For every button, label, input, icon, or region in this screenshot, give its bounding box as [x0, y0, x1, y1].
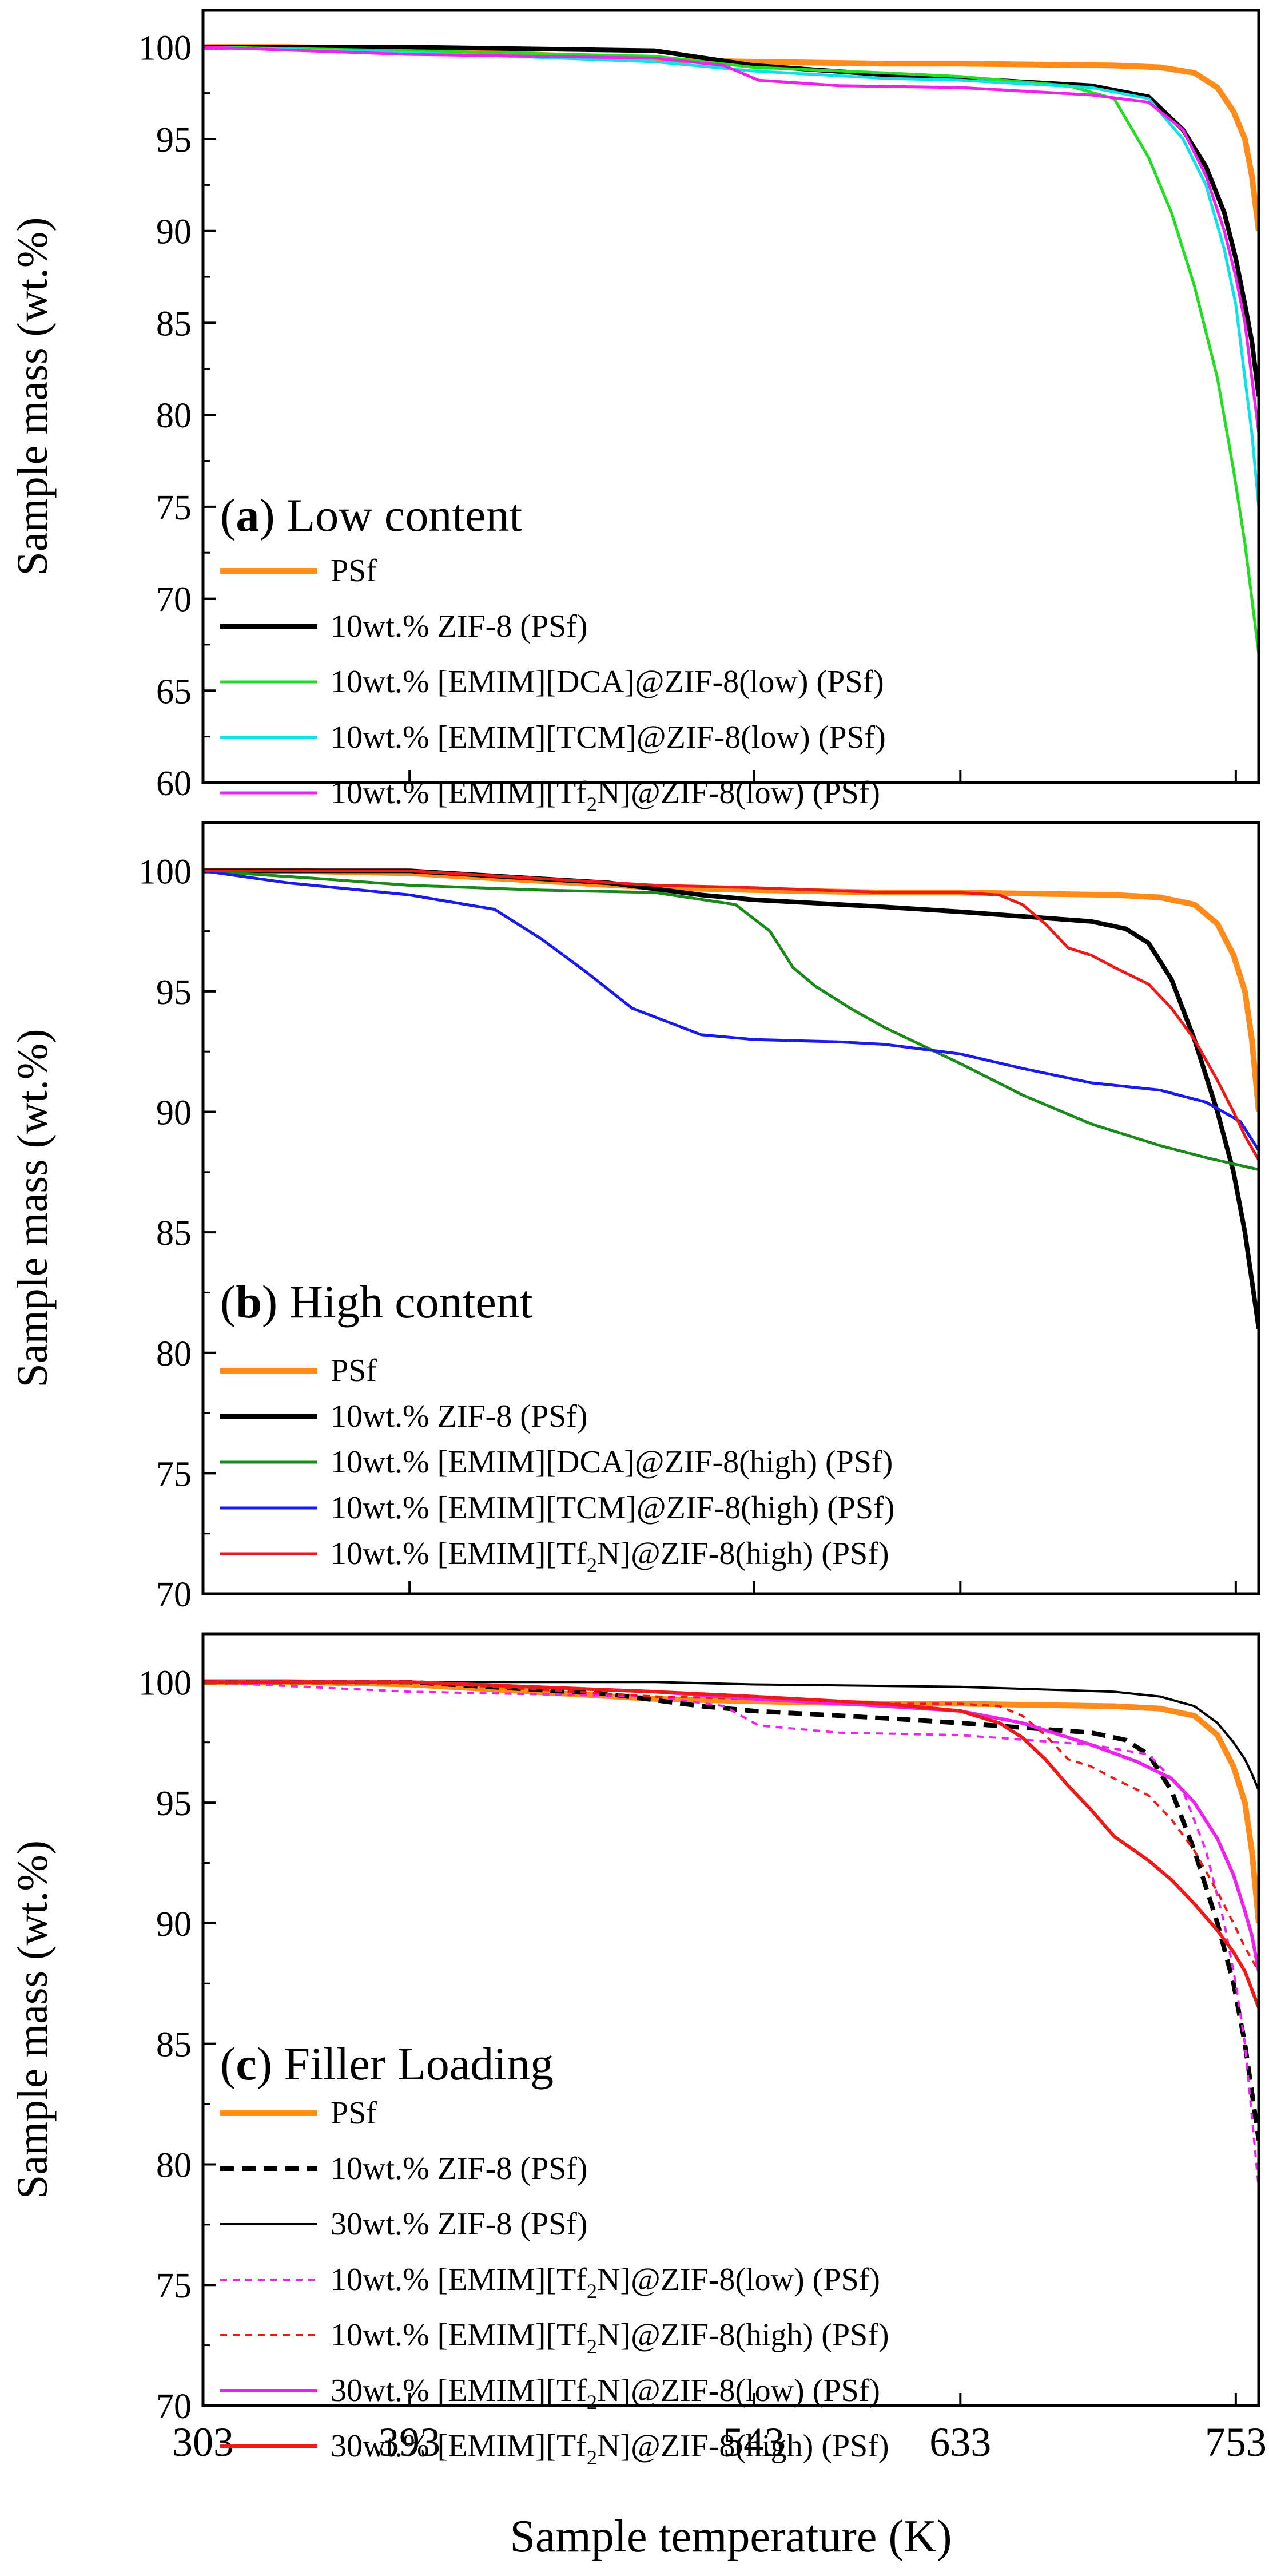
series-group: [203, 1679, 1259, 2189]
plot-frame: [201, 1632, 1260, 2407]
plot-frame: [201, 9, 1260, 784]
y-axis-label: Sample mass (wt.%): [9, 1840, 57, 2199]
y-tick-label: 80: [156, 2146, 192, 2185]
legend-label: 30wt.% [EMIM][Tf2N]@ZIF-8(low) (PSf): [331, 2373, 880, 2414]
series-line-2: [203, 1680, 1259, 2141]
legend-label: 30wt.% ZIF-8 (PSf): [331, 2206, 588, 2242]
x-tick-label: 543: [723, 2419, 785, 2465]
series-line-7: [203, 1680, 1259, 2009]
series-group: [203, 868, 1259, 1329]
panel-c: 70 75 80 85 90 95 100 303 393 543 633 753 Sample mas…: [9, 1632, 1267, 2562]
y-tick-label: 75: [156, 489, 192, 527]
y-tick-label: 70: [156, 1575, 192, 1614]
y-axis-label: Sample mass (wt.%): [9, 1029, 57, 1388]
series-line-3: [203, 869, 1259, 1172]
series-line-3: [203, 45, 1259, 654]
legend-label: PSf: [331, 553, 377, 589]
x-tick-label: 753: [1205, 2419, 1267, 2465]
y-tick-label: 100: [138, 29, 192, 68]
y-tick-label: 70: [156, 2387, 192, 2426]
legend-label: 10wt.% [EMIM][Tf2N]@ZIF-8(low) (PSf): [331, 2262, 880, 2303]
y-tick-label: 80: [156, 396, 192, 435]
series-line-5: [203, 869, 1259, 1161]
series-line-6: [203, 1680, 1259, 1972]
series-line-4: [203, 45, 1259, 507]
y-tick-label: 80: [156, 1335, 192, 1374]
legend-label: 30wt.% [EMIM][Tf2N]@ZIF-8(high) (PSf): [331, 2428, 889, 2469]
y-tick-label: 75: [156, 2267, 192, 2305]
series-line-4: [203, 1681, 1259, 2189]
legend-label: 10wt.% ZIF-8 (PSf): [331, 2151, 588, 2186]
y-tick-label: 90: [156, 1905, 192, 1944]
legend-label: 10wt.% [EMIM][DCA]@ZIF-8(low) (PSf): [331, 664, 884, 700]
y-tick-label: 100: [138, 1664, 192, 1702]
panel-title: (a) Low content: [220, 489, 522, 541]
plot-frame: [201, 821, 1260, 1595]
legend-label: PSf: [331, 1353, 377, 1388]
legend-label: PSf: [331, 2095, 377, 2131]
legend-label: 10wt.% [EMIM][TCM]@ZIF-8(high) (PSf): [331, 1490, 894, 1526]
y-tick-label: 90: [156, 213, 192, 252]
y-tick-label: 85: [156, 304, 192, 343]
x-tick-label: 303: [172, 2419, 234, 2465]
y-tick-label: 100: [138, 852, 192, 891]
y-tick-label: 95: [156, 973, 192, 1012]
legend-label: 10wt.% [EMIM][Tf2N]@ZIF-8(low) (PSf): [331, 775, 880, 816]
x-tick-label: 633: [929, 2419, 991, 2465]
panel-a: 60 65 70 75 80 85 90 95 100 Sample mass (wt.%) (a)…: [9, 9, 1260, 816]
y-tick-label: 95: [156, 121, 192, 160]
panel-title: (b) High content: [220, 1276, 533, 1328]
series-line-1: [203, 44, 1259, 232]
series-line-2: [203, 45, 1259, 397]
y-tick-label: 60: [156, 764, 192, 803]
series-line-3: [203, 1681, 1259, 1791]
x-tick-label: 393: [379, 2419, 440, 2465]
panel-title: (c) Filler Loading: [220, 2038, 554, 2090]
y-tick-label: 90: [156, 1094, 192, 1133]
y-tick-label: 85: [156, 1214, 192, 1253]
series-line-1: [203, 1679, 1259, 1924]
legend-label: 10wt.% ZIF-8 (PSf): [331, 1399, 588, 1434]
series-line-5: [203, 1681, 1259, 1972]
legend-label: 10wt.% [EMIM][TCM]@ZIF-8(low) (PSf): [331, 720, 886, 755]
y-axis-label: Sample mass (wt.%): [9, 217, 57, 576]
legend-label: 10wt.% [EMIM][Tf2N]@ZIF-8(high) (PSf): [331, 2317, 889, 2358]
x-axis-label: Sample temperature (K): [510, 2511, 952, 2562]
legend-label: 10wt.% [EMIM][DCA]@ZIF-8(high) (PSf): [331, 1444, 893, 1480]
series-line-5: [203, 45, 1259, 434]
y-tick-label: 85: [156, 2026, 192, 2065]
y-tick-label: 75: [156, 1455, 192, 1494]
series-line-2: [203, 868, 1259, 1329]
y-tick-label: 70: [156, 581, 192, 620]
y-tick-label: 65: [156, 672, 192, 711]
legend-label: 10wt.% ZIF-8 (PSf): [331, 609, 588, 644]
y-tick-label: 95: [156, 1784, 192, 1823]
series-line-1: [203, 868, 1259, 1112]
panel-b: 70 75 80 85 90 95 100 Sample mass (wt.%) (b) Hig…: [9, 821, 1260, 1614]
series-line-4: [203, 869, 1259, 1152]
legend-label: 10wt.% [EMIM][Tf2N]@ZIF-8(high) (PSf): [331, 1536, 889, 1577]
series-group: [203, 44, 1259, 654]
